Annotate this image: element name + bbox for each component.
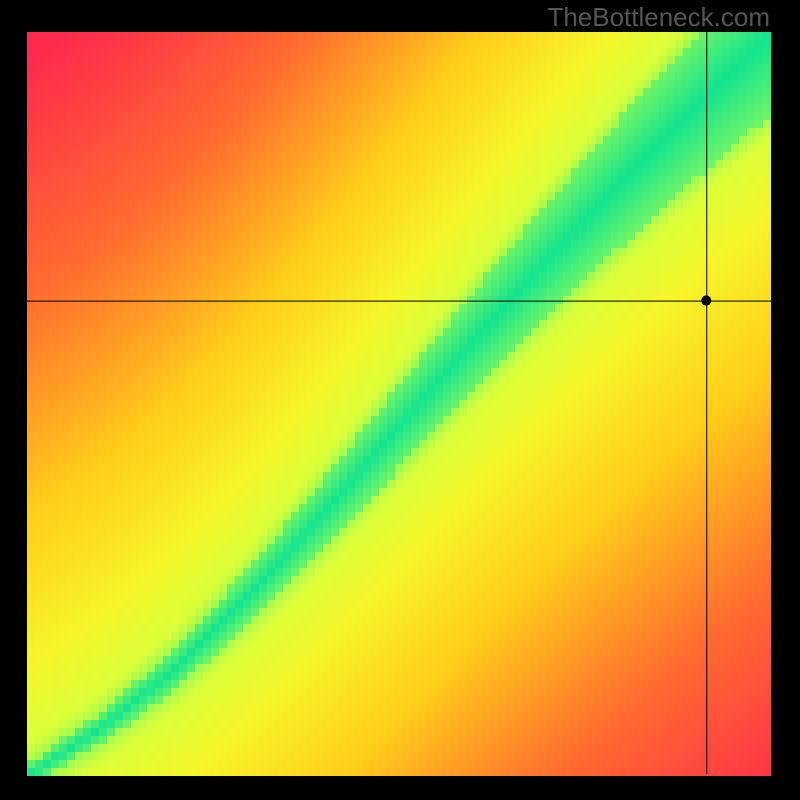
chart-container: TheBottleneck.com [0,0,800,800]
watermark-text: TheBottleneck.com [547,2,770,33]
bottleneck-heatmap [0,0,800,800]
